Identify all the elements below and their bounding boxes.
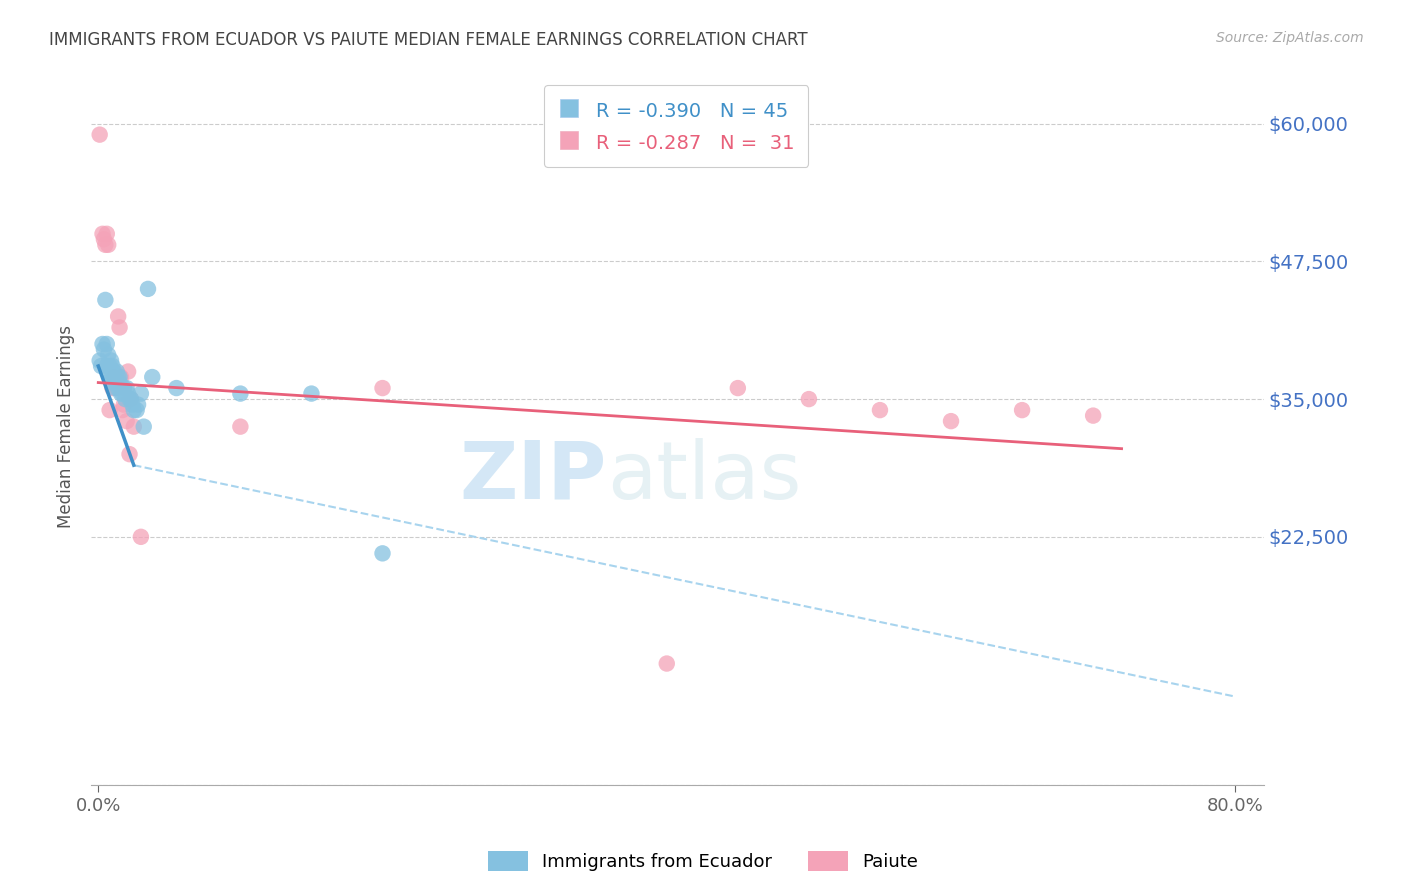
Point bbox=[90, 359, 112, 373]
Point bbox=[115, 414, 138, 428]
Point bbox=[104, 370, 127, 384]
Point bbox=[120, 392, 142, 406]
Text: IMMIGRANTS FROM ECUADOR VS PAIUTE MEDIAN FEMALE EARNINGS CORRELATION CHART: IMMIGRANTS FROM ECUADOR VS PAIUTE MEDIAN… bbox=[49, 31, 808, 49]
Point bbox=[94, 237, 117, 252]
Point bbox=[122, 419, 145, 434]
Point bbox=[96, 359, 118, 373]
Point bbox=[371, 546, 394, 560]
Point bbox=[110, 386, 132, 401]
Point bbox=[105, 376, 128, 390]
Point bbox=[125, 403, 148, 417]
Point bbox=[129, 530, 152, 544]
Point bbox=[94, 293, 117, 307]
Point bbox=[97, 348, 120, 362]
Point bbox=[165, 381, 187, 395]
Point bbox=[107, 310, 129, 324]
Point bbox=[89, 128, 111, 142]
Point bbox=[105, 365, 128, 379]
Point bbox=[869, 403, 891, 417]
Point bbox=[97, 365, 120, 379]
Point bbox=[797, 392, 820, 406]
Point bbox=[117, 386, 139, 401]
Point bbox=[108, 370, 131, 384]
Point bbox=[91, 337, 114, 351]
Point bbox=[115, 381, 138, 395]
Point bbox=[129, 386, 152, 401]
Point bbox=[112, 381, 135, 395]
Point bbox=[107, 381, 129, 395]
Point bbox=[229, 419, 252, 434]
Point bbox=[141, 370, 163, 384]
Point bbox=[98, 359, 121, 373]
Point bbox=[96, 337, 118, 351]
Text: Source: ZipAtlas.com: Source: ZipAtlas.com bbox=[1216, 31, 1364, 45]
Legend: R = -0.390   N = 45, R = -0.287   N =  31: R = -0.390 N = 45, R = -0.287 N = 31 bbox=[544, 86, 808, 168]
Point bbox=[101, 359, 124, 373]
Point bbox=[122, 403, 145, 417]
Point bbox=[1011, 403, 1033, 417]
Point bbox=[100, 370, 122, 384]
Point bbox=[112, 381, 135, 395]
Point bbox=[301, 386, 323, 401]
Point bbox=[136, 282, 159, 296]
Point bbox=[108, 320, 131, 334]
Point bbox=[727, 381, 749, 395]
Point bbox=[97, 237, 120, 252]
Point bbox=[89, 353, 111, 368]
Point bbox=[111, 386, 134, 401]
Point bbox=[121, 398, 143, 412]
Point bbox=[118, 392, 141, 406]
Point bbox=[105, 381, 128, 395]
Y-axis label: Median Female Earnings: Median Female Earnings bbox=[58, 326, 75, 528]
Point bbox=[108, 376, 131, 390]
Point bbox=[110, 370, 132, 384]
Point bbox=[229, 386, 252, 401]
Point bbox=[127, 398, 149, 412]
Point bbox=[371, 381, 394, 395]
Point bbox=[120, 392, 142, 406]
Point bbox=[91, 227, 114, 241]
Point bbox=[655, 657, 678, 671]
Point bbox=[112, 398, 135, 412]
Point bbox=[107, 370, 129, 384]
Point bbox=[111, 403, 134, 417]
Point bbox=[98, 403, 121, 417]
Point bbox=[103, 370, 125, 384]
Point bbox=[93, 232, 115, 246]
Point bbox=[101, 370, 124, 384]
Point bbox=[132, 419, 155, 434]
Point bbox=[939, 414, 962, 428]
Point bbox=[110, 381, 132, 395]
Point bbox=[1081, 409, 1104, 423]
Point bbox=[103, 365, 125, 379]
Point bbox=[96, 227, 118, 241]
Legend: Immigrants from Ecuador, Paiute: Immigrants from Ecuador, Paiute bbox=[481, 844, 925, 879]
Point bbox=[93, 343, 115, 357]
Point bbox=[101, 381, 124, 395]
Text: atlas: atlas bbox=[607, 438, 801, 516]
Text: ZIP: ZIP bbox=[460, 438, 607, 516]
Point bbox=[114, 392, 136, 406]
Point bbox=[100, 353, 122, 368]
Point bbox=[117, 365, 139, 379]
Point bbox=[103, 376, 125, 390]
Point bbox=[118, 447, 141, 461]
Point bbox=[104, 381, 127, 395]
